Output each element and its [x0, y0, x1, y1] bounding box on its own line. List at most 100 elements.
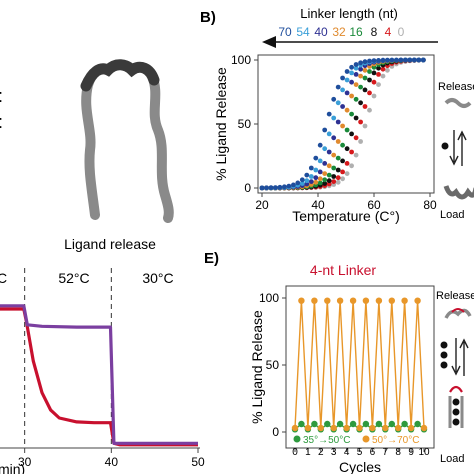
panel-b-point — [335, 179, 341, 185]
panel-e-x-tick-label: 8 — [395, 447, 401, 458]
panel-e-point — [369, 424, 376, 432]
panel-e-load-label: Load — [440, 453, 464, 465]
panel-b-point — [349, 111, 354, 117]
panel-b-point — [376, 58, 381, 63]
panel-b-point — [313, 175, 319, 181]
panel-e-x-label: Cycles — [339, 459, 381, 474]
panel-b-label: B) — [200, 9, 216, 26]
panel-b-point — [349, 163, 354, 169]
panel-b-point — [403, 57, 408, 63]
panel-b-point — [335, 100, 341, 106]
panel-b-arrow-head — [262, 36, 276, 48]
panel-d-x-tick-label: 30 — [18, 455, 32, 469]
panel-b-point — [317, 169, 323, 175]
panel-b-point — [268, 185, 274, 191]
panel-b-point — [362, 123, 368, 129]
panel-b-point — [358, 139, 363, 144]
panel-b-point — [349, 93, 354, 99]
panel-d-trace — [0, 307, 198, 447]
panel-b-legend-entry: 4 — [385, 25, 392, 39]
panel-b-point — [349, 70, 354, 76]
panel-b-y-tick-label: 0 — [244, 181, 251, 195]
panel-b-point — [264, 185, 269, 191]
panel-b-point — [362, 87, 368, 93]
panel-b-point — [353, 62, 359, 67]
panel-e-point — [414, 297, 421, 304]
panel-b-point — [331, 152, 337, 158]
panel-e-point — [343, 424, 350, 432]
panel-e-y-tick-label: 100 — [259, 291, 279, 305]
panel-b-point — [353, 72, 359, 77]
panel-e-point — [324, 420, 331, 428]
panel-e-point — [407, 424, 415, 432]
panel-b-point — [322, 161, 328, 166]
legend-label-green: 35°→50°C — [303, 435, 350, 446]
panel-b-point — [411, 57, 417, 63]
panel-e-point — [330, 424, 337, 432]
panel-b-point — [335, 139, 341, 144]
panel-b-point — [286, 183, 292, 189]
panel-b-point — [340, 75, 345, 81]
panel-a-caption: Ligand release — [64, 236, 156, 252]
panel-b-point — [353, 96, 359, 102]
panel-b-point — [313, 155, 319, 161]
panel-b-legend: 70 54 40 32 16 8 4 0 — [278, 25, 404, 39]
panel-b-point — [291, 182, 296, 188]
panel-b-point — [282, 184, 287, 190]
panel-e-point — [298, 297, 305, 304]
panel-b-point — [344, 77, 350, 83]
panel-d-axes: 30 40 50 — [0, 268, 205, 469]
panel-b-point — [340, 176, 345, 182]
panel-e-x-tick-label: 1 — [305, 447, 311, 458]
panel-b-point — [371, 70, 377, 76]
panel-b-point — [389, 57, 395, 63]
panel-d-x-tick-label: 40 — [105, 455, 119, 469]
panel-b-point — [299, 181, 305, 186]
panel-b-point — [371, 79, 377, 85]
panel-b-point — [371, 64, 377, 70]
panel-b-x-tick-label: 20 — [255, 198, 269, 212]
panel-b-point — [367, 90, 372, 96]
panel-e-point — [382, 424, 389, 432]
panel-b-point — [313, 167, 319, 173]
panel-e-point — [349, 420, 357, 428]
panel-b-legend-entry: 16 — [349, 25, 363, 39]
panel-e-point — [388, 297, 395, 304]
panel-b-legend-entry: 54 — [296, 25, 310, 39]
panel-b-point — [358, 100, 363, 106]
left-edge-mark-bottom: : — [0, 112, 3, 132]
panel-b-point — [358, 73, 363, 79]
panel-b-point — [322, 171, 328, 177]
panel-b-point — [376, 65, 381, 71]
panel-b-point — [304, 172, 310, 178]
panel-b-x-label: Temperature (C°) — [292, 208, 400, 224]
panel-d-trace — [0, 304, 198, 445]
equilibrium-arrows-icon-e — [451, 338, 469, 376]
panel-b-point — [308, 165, 314, 171]
panel-e-legend: 35°→50°C 50°→70°C — [293, 435, 419, 446]
panel-e-point — [375, 420, 383, 428]
panel-b-point — [313, 179, 319, 185]
panel-b-point — [353, 135, 359, 141]
panel-d-x-tick-label: 50 — [191, 455, 205, 469]
ligand-beads-icon — [440, 341, 448, 369]
panel-b-point — [331, 165, 337, 171]
panel-b-point — [380, 73, 386, 79]
panel-b-point — [380, 66, 386, 72]
panel-b-release-label: Release — [438, 81, 474, 93]
panel-b-axes: 20 40 60 80 0 50 100 — [231, 53, 437, 212]
panel-d-segment-label-1: C — [0, 270, 7, 286]
panel-e-point — [375, 297, 383, 304]
panel-b-point — [299, 177, 305, 183]
panel-e-x-tick-label: 10 — [418, 447, 430, 458]
hairpin-linker-icon — [80, 59, 160, 92]
panel-b-y-label: % Ligand Release — [213, 67, 229, 181]
panel-b-point — [304, 178, 310, 184]
panel-e-point — [336, 297, 344, 304]
panel-b-point — [331, 135, 337, 141]
panel-b-point — [317, 142, 323, 148]
panel-b-point — [367, 58, 372, 64]
panel-b-point — [322, 127, 328, 133]
panel-e-point — [291, 424, 299, 432]
